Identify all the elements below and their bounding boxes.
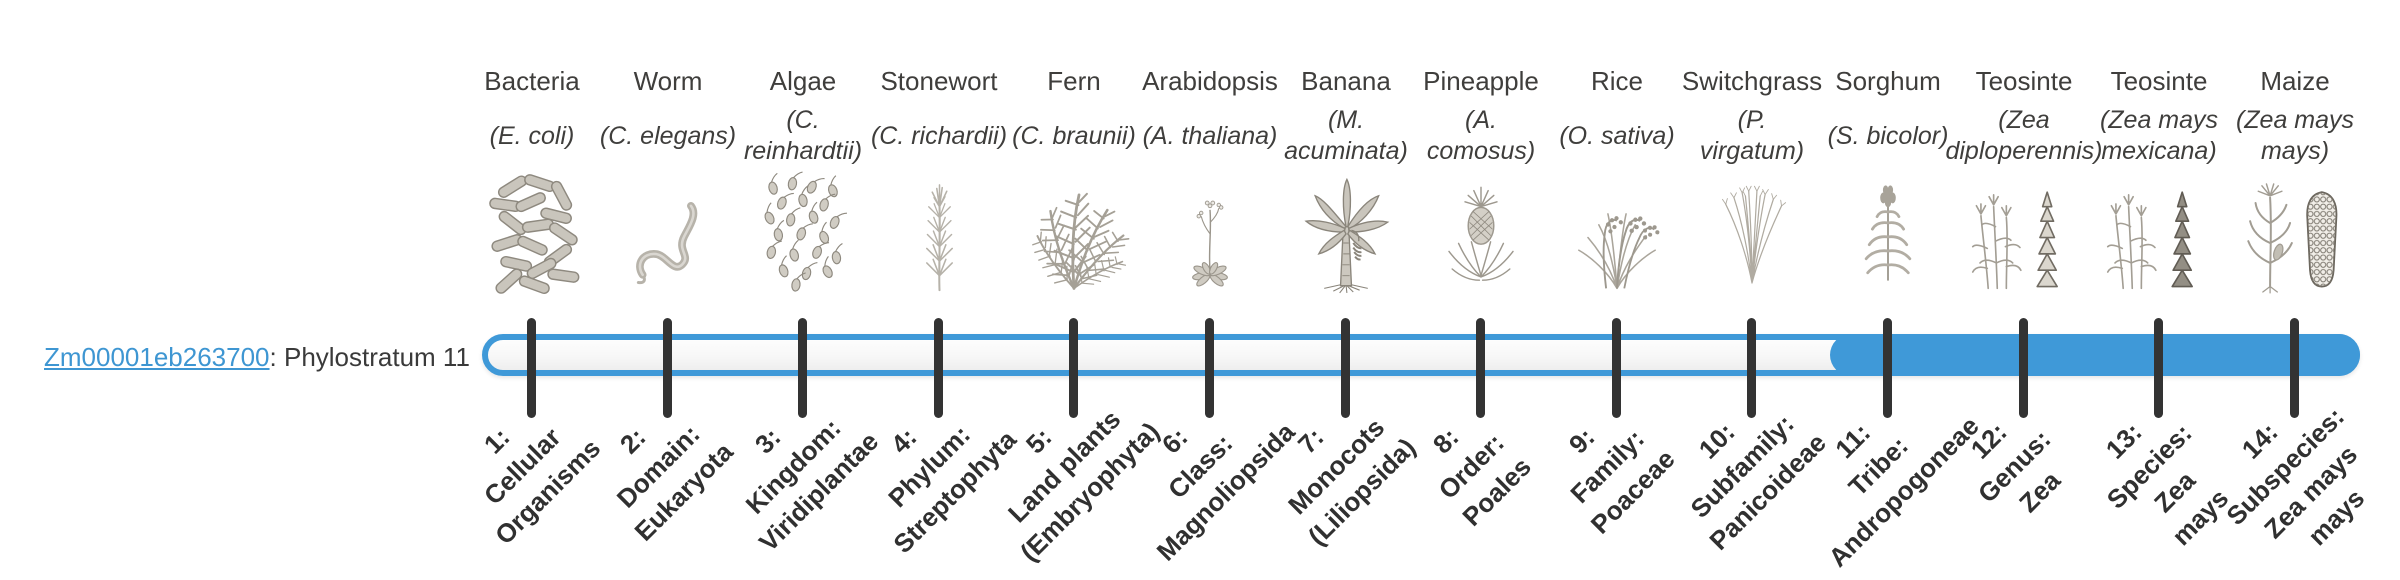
column-teosinte-mexicana: Teosinte (Zea mays mexicana) <box>2064 64 2254 292</box>
organism-species: (A. thaliana) <box>1142 121 1278 150</box>
column-sorghum: Sorghum (S. bicolor) <box>1793 64 1983 292</box>
column-arabidopsis: Arabidopsis (A. thaliana) <box>1115 64 1305 292</box>
bacteria-illustration <box>437 174 627 295</box>
organism-name: Worm <box>633 66 703 96</box>
gene-link[interactable]: Zm00001eb263700 <box>44 342 270 372</box>
tick-mark-13 <box>2154 318 2163 418</box>
column-pineapple: Pineapple (A. comosus) <box>1386 64 1576 292</box>
gene-caption-suffix: : Phylostratum 11 <box>269 342 470 372</box>
column-rice: Rice (O. sativa) <box>1522 64 1712 294</box>
organism-name: Rice <box>1590 66 1643 96</box>
organism-species: (C. elegans) <box>599 121 737 150</box>
organism-name: Bacteria <box>484 66 580 96</box>
banana-illustration <box>1251 174 1441 294</box>
organism-species: (P. virgatum) <box>1699 106 1805 165</box>
tick-mark-1 <box>527 318 536 418</box>
organism-species: (E. coli) <box>489 121 575 150</box>
organism-species: (O. sativa) <box>1559 121 1675 150</box>
organism-name: Banana <box>1301 66 1391 96</box>
tick-mark-8 <box>1476 318 1485 418</box>
tick-mark-11 <box>1883 318 1892 418</box>
organism-name: Sorghum <box>1835 66 1941 96</box>
algae-illustration <box>708 171 898 292</box>
gene-caption: Zm00001eb263700: Phylostratum 11 <box>44 341 470 373</box>
column-fern: Fern (C. braunii) <box>979 64 1169 301</box>
organism-name: Algae <box>769 66 837 96</box>
organism-species: (A. comosus) <box>1426 106 1536 165</box>
stonewort-illustration <box>844 174 1034 292</box>
tick-mark-5 <box>1069 318 1078 418</box>
column-stonewort: Stonewort (C. richardii) <box>844 64 1034 292</box>
organism-species: (Zea mays mexicana) <box>2099 106 2219 165</box>
tick-mark-10 <box>1747 318 1756 418</box>
stratum-label-7: 7: Monocots (Liliopsida) <box>1282 412 1422 552</box>
maize-illustration <box>2200 174 2390 294</box>
tick-mark-2 <box>663 318 672 418</box>
arabidopsis-illustration <box>1115 174 1305 292</box>
organism-species: (Zea diploperennis) <box>1945 106 2103 165</box>
column-maize: Maize (Zea mays mays) <box>2200 64 2390 294</box>
organism-name: Stonewort <box>880 66 998 96</box>
rice-illustration <box>1522 174 1712 294</box>
column-switchgrass: Switchgrass (P. virgatum) <box>1657 64 1847 292</box>
organism-name: Maize <box>2260 66 2330 96</box>
stratum-label-9: 9: Family: Poaceae <box>1562 421 1681 540</box>
organism-species: (C. braunii) <box>1012 121 1136 150</box>
sorghum-illustration <box>1793 174 1983 292</box>
stratum-label-8: 8: Order: Poales <box>1426 421 1537 532</box>
phylostratum-fill <box>1830 334 2360 376</box>
tick-mark-7 <box>1341 318 1350 418</box>
column-algae: Algae (C. reinhardtii) <box>708 64 898 292</box>
organism-name: Pineapple <box>1423 66 1539 96</box>
organism-name: Arabidopsis <box>1142 66 1278 96</box>
teosinte-diploperennis-illustration <box>1929 174 2119 292</box>
tick-mark-4 <box>934 318 943 418</box>
tick-mark-12 <box>2019 318 2028 418</box>
tick-mark-14 <box>2290 318 2299 418</box>
column-banana: Banana (M. acuminata) <box>1251 64 1441 294</box>
switchgrass-illustration <box>1657 174 1847 292</box>
organism-name: Teosinte <box>1975 66 2073 96</box>
pineapple-illustration <box>1386 174 1576 292</box>
tick-mark-9 <box>1612 318 1621 418</box>
column-bacteria: Bacteria (E. coli) <box>437 64 627 295</box>
organism-name: Fern <box>1047 66 1101 96</box>
teosinte-mexicana-illustration <box>2064 174 2254 292</box>
tick-mark-6 <box>1205 318 1214 418</box>
worm-illustration <box>573 174 763 292</box>
organism-name: Teosinte <box>2110 66 2208 96</box>
column-worm: Worm (C. elegans) <box>573 64 763 292</box>
stratum-label-14: 14: Subspecies: Zea mays mays <box>2220 401 2371 552</box>
column-teosinte-diploperennis: Teosinte (Zea diploperennis) <box>1929 64 2119 292</box>
organism-species: (Zea mays mays) <box>2235 106 2355 165</box>
organism-species: (S. bicolor) <box>1827 121 1949 150</box>
organism-species: (C. richardii) <box>870 121 1008 150</box>
organism-species: (C. reinhardtii) <box>743 106 863 165</box>
tick-mark-3 <box>798 318 807 418</box>
organism-species: (M. acuminata) <box>1284 106 1408 165</box>
organism-name: Switchgrass <box>1681 66 1823 96</box>
